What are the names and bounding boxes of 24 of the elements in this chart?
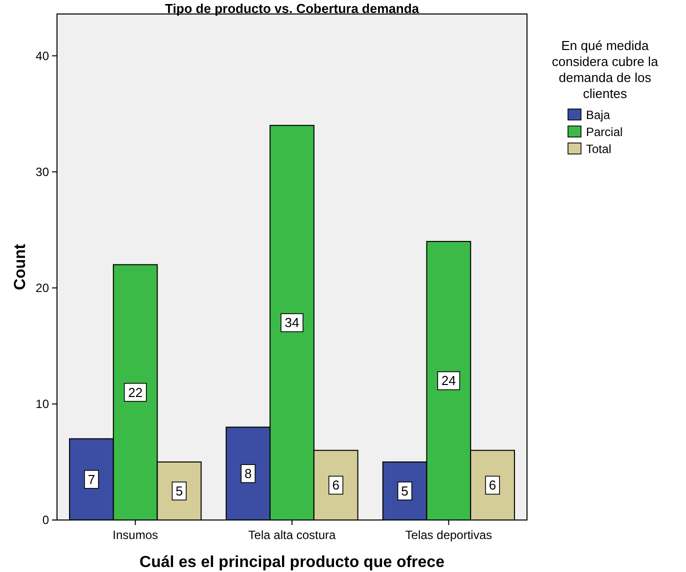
legend-label: Parcial: [586, 125, 623, 139]
legend-label: Baja: [586, 108, 610, 122]
y-tick-label: 10: [36, 396, 50, 411]
legend-label: Total: [586, 142, 612, 156]
data-label: 5: [401, 483, 408, 498]
data-label: 5: [176, 483, 183, 498]
x-tick-label: Tela alta costura: [248, 528, 336, 542]
data-label: 34: [284, 315, 300, 330]
y-axis-title: Count: [12, 243, 29, 290]
data-label: 8: [244, 466, 252, 482]
y-tick-label: 20: [36, 280, 50, 295]
y-tick-label: 30: [36, 164, 50, 179]
data-label: 7: [88, 472, 96, 487]
x-tick-label: Insumos: [112, 528, 158, 542]
data-label: 6: [488, 478, 496, 493]
legend-title: En qué medida considera cubre la demanda de los clientes: [552, 38, 659, 101]
data-label: 6: [332, 478, 340, 493]
data-label: 22: [128, 384, 143, 400]
data-label: 24: [441, 373, 456, 388]
chart-title: Tipo de producto vs. Cobertura demanda: [164, 1, 420, 16]
x-tick-label: Telas deportivas: [405, 528, 492, 542]
x-axis-title: Cuál es el principal producto que ofrece: [140, 554, 445, 571]
y-tick-label: 0: [42, 513, 50, 527]
y-tick-label: 40: [36, 48, 50, 63]
